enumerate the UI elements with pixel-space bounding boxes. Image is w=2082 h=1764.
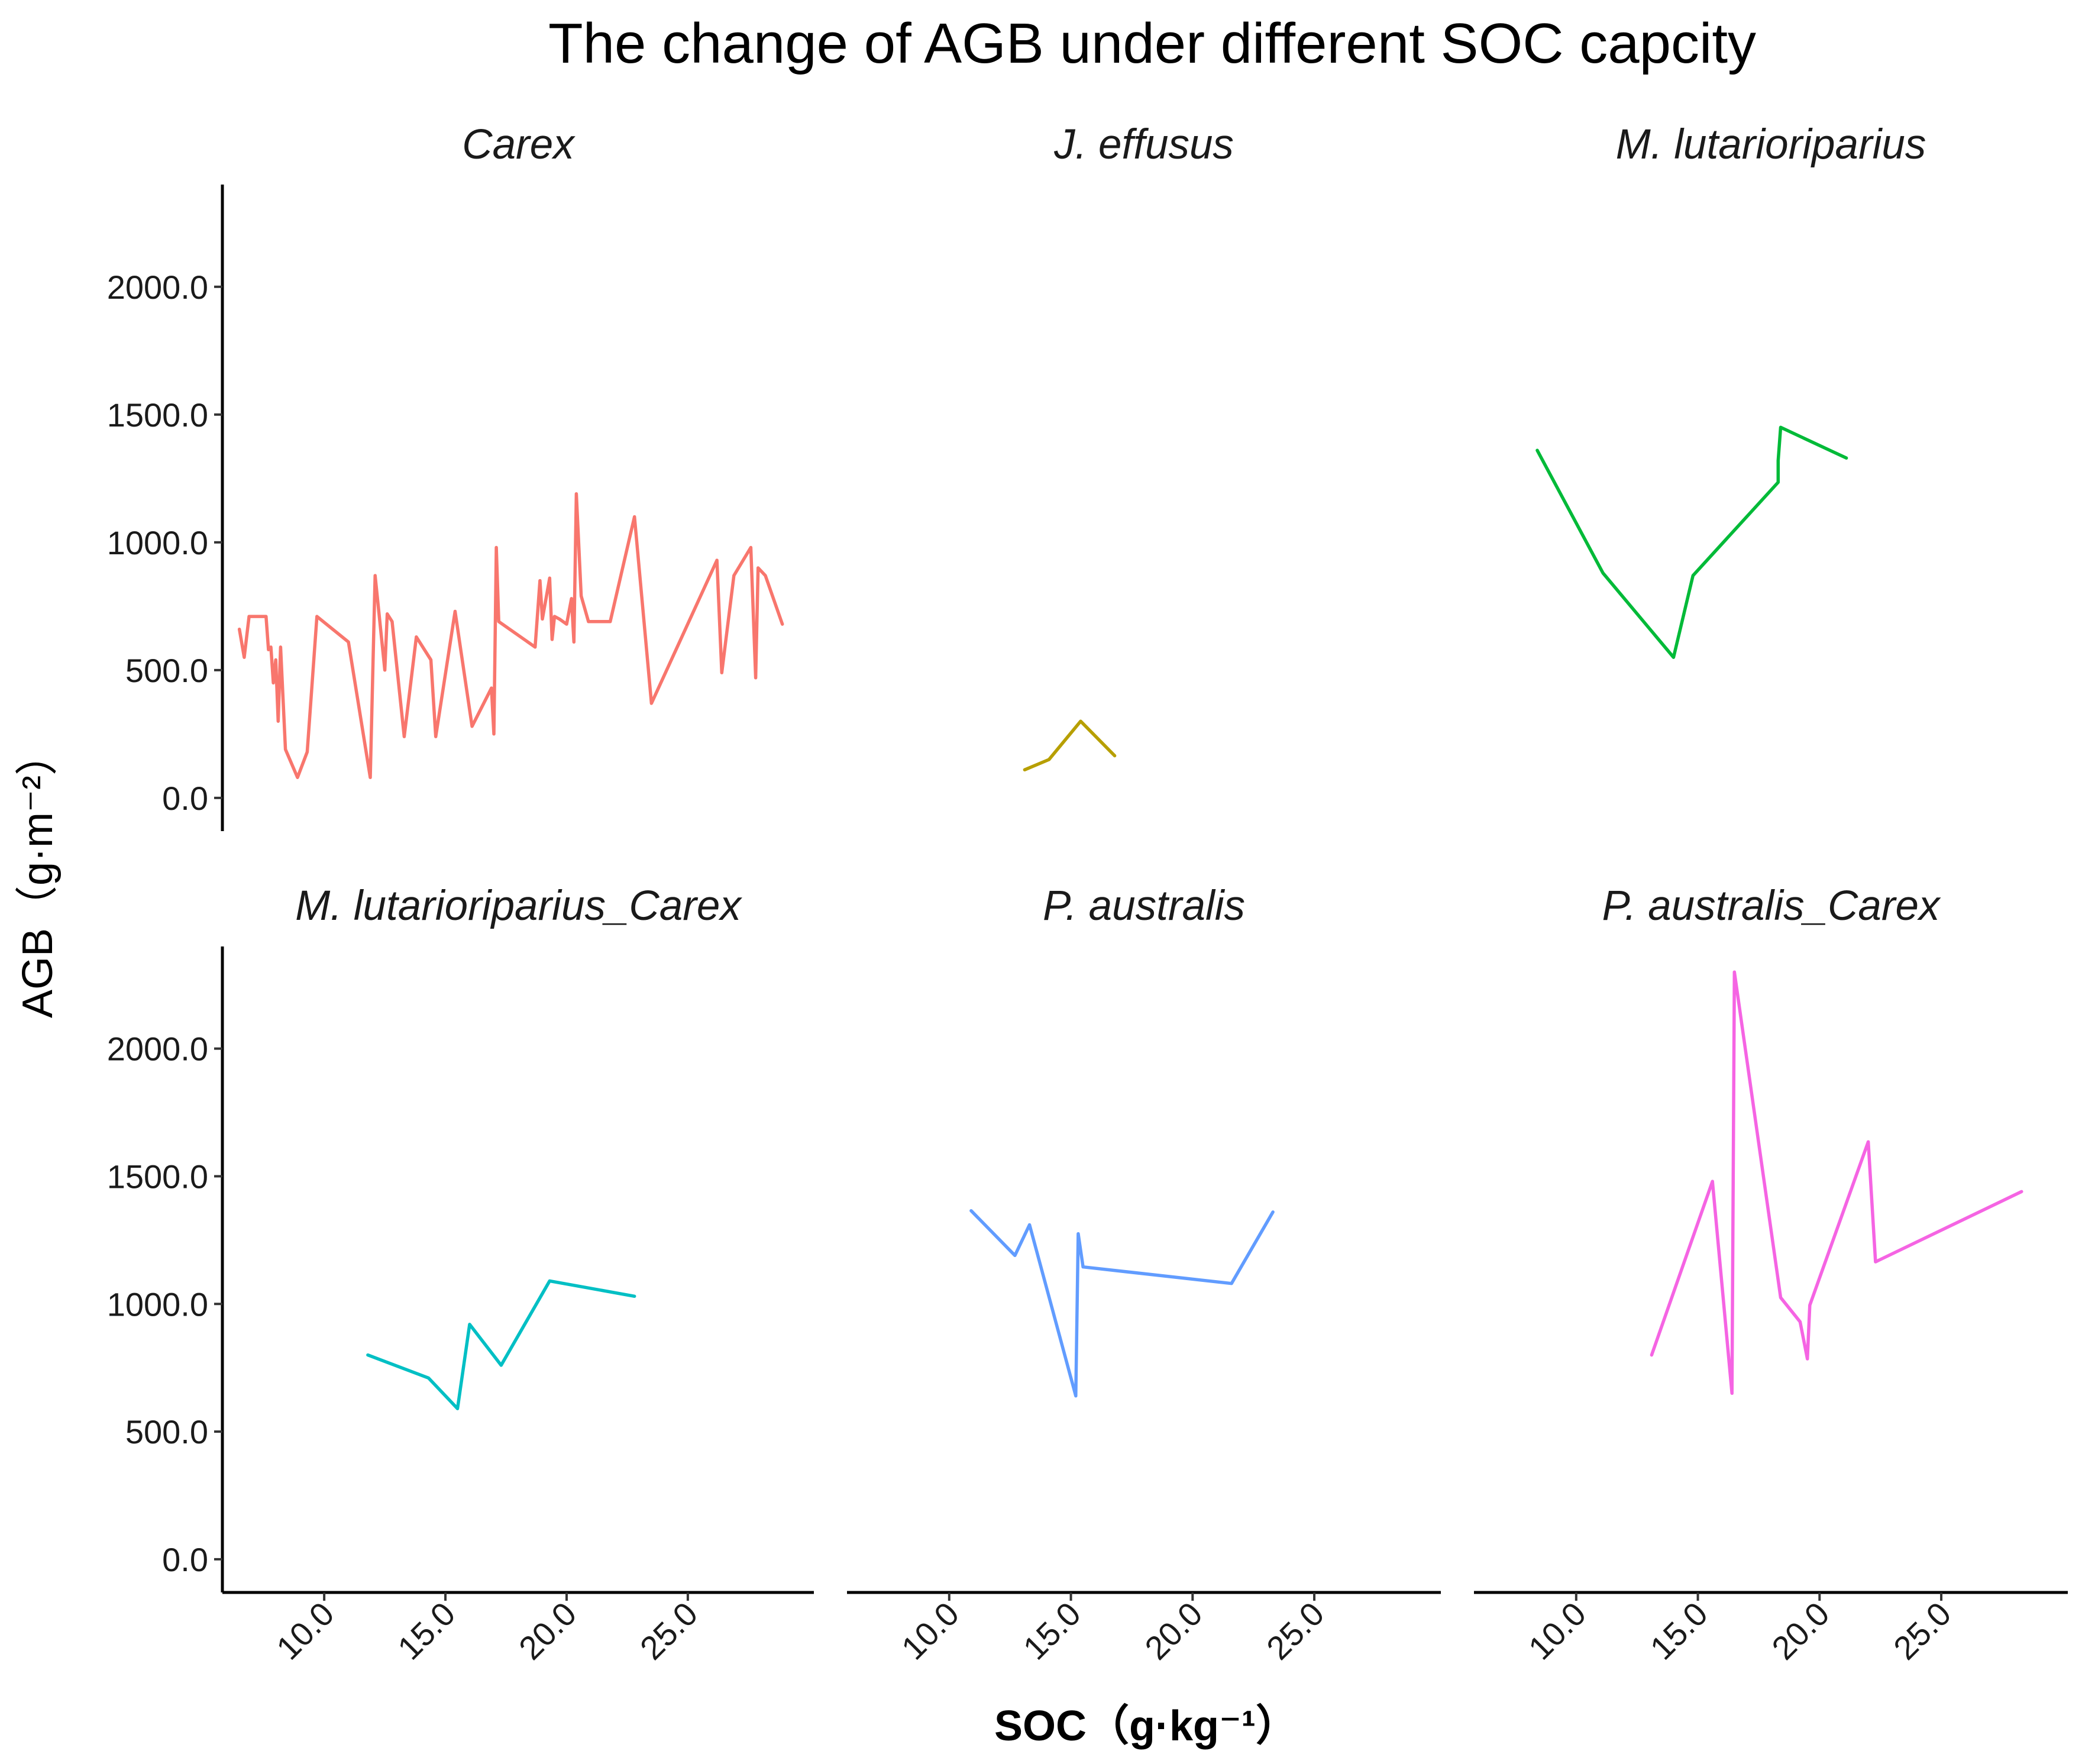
facet-panel: Carex 0.0 500.0 1000.0 1500.0 2000.0 — [107, 121, 784, 831]
facet-strip-label: J. effusus — [1053, 121, 1234, 168]
x-tick-label: 25.0 — [633, 1595, 705, 1667]
x-tick-label: 25.0 — [1886, 1595, 1958, 1667]
y-axis-title-text: AGB（g·m⁻²） — [14, 733, 62, 1018]
facet-panel: M. lutarioriparius_Carex 0.0 500.0 1000.0 15… — [107, 883, 814, 1667]
facet-strip-label: P. australis_Carex — [1602, 883, 1941, 929]
facet-strip-label: Carex — [462, 121, 576, 168]
y-tick-label: 500.0 — [125, 1413, 208, 1450]
facet-panels: Carex 0.0 500.0 1000.0 1500.0 2000.0 J. effusu… — [107, 121, 2068, 1667]
x-tick-label: 25.0 — [1259, 1595, 1331, 1667]
series-line — [1023, 719, 1117, 772]
facet-panel: J. effusus — [1023, 121, 1234, 772]
x-tick-label: 20.0 — [1137, 1595, 1210, 1667]
y-tick-label: 0.0 — [162, 780, 208, 817]
x-tick-label: 10.0 — [269, 1595, 341, 1667]
facet-strip-label: P. australis — [1043, 883, 1245, 929]
x-tick-label: 10.0 — [1521, 1595, 1593, 1667]
x-axis-title: SOC（g·kg⁻¹） — [994, 1702, 1298, 1750]
facet-strip-label: M. lutarioriparius — [1616, 121, 1926, 168]
series-line — [969, 1209, 1275, 1398]
series-line — [237, 492, 784, 780]
facet-panel: P. australis_Carex 10.0 15.0 20.0 25.0 — [1474, 883, 2068, 1667]
y-tick-label: 0.0 — [162, 1541, 208, 1578]
series-line — [1650, 970, 2023, 1395]
y-tick-label: 500.0 — [125, 652, 208, 689]
facet-panel: M. lutarioriparius — [1535, 121, 1926, 659]
y-axis-title: AGB（g·m⁻²） — [14, 733, 62, 1018]
x-tick-label: 20.0 — [512, 1595, 584, 1667]
x-tick-label: 20.0 — [1764, 1595, 1837, 1667]
x-tick-label: 15.0 — [1016, 1595, 1088, 1667]
series-line — [366, 1279, 636, 1410]
facet-panel: P. australis 10.0 15.0 20.0 25.0 — [847, 883, 1441, 1667]
y-tick-label: 1500.0 — [107, 396, 208, 434]
y-tick-label: 1000.0 — [107, 1285, 208, 1323]
y-tick-label: 1500.0 — [107, 1158, 208, 1195]
series-line — [1535, 425, 1848, 659]
y-tick-label: 2000.0 — [107, 1030, 208, 1068]
y-tick-label: 2000.0 — [107, 269, 208, 306]
facet-strip-label: M. lutarioriparius_Carex — [295, 883, 742, 929]
chart-title: The change of AGB under different SOC ca… — [548, 12, 1756, 75]
x-tick-label: 15.0 — [390, 1595, 463, 1667]
y-tick-label: 1000.0 — [107, 524, 208, 561]
x-tick-label: 10.0 — [894, 1595, 966, 1667]
x-tick-label: 15.0 — [1643, 1595, 1715, 1667]
